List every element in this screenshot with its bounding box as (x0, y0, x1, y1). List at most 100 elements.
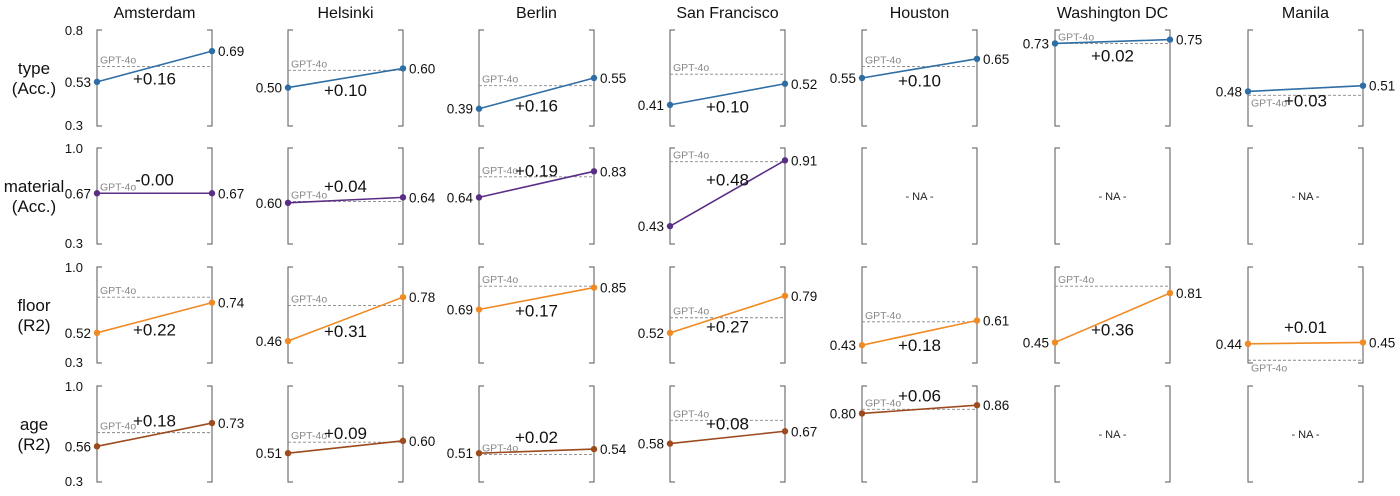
left-axis-floor-5 (1054, 266, 1060, 364)
left-axis-age-0 (96, 385, 102, 483)
right-axis-type-1 (398, 29, 404, 127)
end-point-floor-3 (781, 292, 789, 299)
series-line-floor-4 (861, 319, 978, 346)
y-tick-top-age: 1.0 (65, 379, 83, 394)
series-line-type-6 (1247, 84, 1364, 93)
right-axis-floor-5 (1165, 266, 1171, 364)
gpt4o-label-type-1: GPT-4o (291, 58, 327, 70)
right-axis-type-4 (972, 29, 978, 127)
start-value-label-age-2: 0.51 (447, 446, 473, 461)
start-value-label-type-3: 0.41 (638, 98, 664, 113)
delta-label-type-2: +0.16 (515, 96, 558, 115)
series-line-type-1 (287, 67, 404, 89)
start-point-type-4 (858, 74, 866, 82)
end-value-label-material-3: 0.91 (791, 153, 817, 168)
end-point-material-1 (399, 194, 407, 201)
start-point-type-3 (666, 101, 674, 109)
end-value-label-material-2: 0.83 (600, 164, 626, 179)
end-value-label-age-3: 0.67 (791, 424, 817, 439)
end-value-label-type-1: 0.60 (409, 61, 435, 76)
row-label-material: material (4, 177, 64, 196)
end-point-floor-6 (1359, 339, 1367, 346)
series-line-type-5 (1054, 38, 1171, 45)
city-header-berlin: Berlin (516, 5, 557, 22)
row-label-unit-material: (Acc.) (12, 197, 56, 216)
start-value-label-floor-0: 0.52 (65, 326, 91, 341)
start-point-floor-1 (284, 337, 292, 345)
right-axis-floor-1 (398, 266, 404, 364)
start-value-label-floor-3: 0.52 (638, 326, 664, 341)
end-value-label-floor-5: 0.81 (1176, 286, 1202, 301)
right-axis-floor-2 (589, 266, 595, 364)
start-value-label-material-0: 0.67 (65, 186, 91, 201)
right-axis-age-1 (398, 385, 404, 483)
left-axis-type-6 (1247, 29, 1253, 127)
start-point-floor-6 (1244, 340, 1252, 347)
end-point-age-0 (208, 419, 216, 427)
series-line-type-4 (861, 58, 978, 79)
end-value-label-floor-0: 0.74 (218, 296, 245, 311)
end-point-age-3 (781, 428, 789, 435)
end-point-type-2 (590, 74, 598, 82)
gpt4o-label-material-2: GPT-4o (482, 165, 518, 177)
start-point-floor-4 (858, 341, 866, 349)
left-axis-age-3 (669, 385, 675, 483)
series-line-type-2 (478, 77, 595, 110)
end-point-type-4 (973, 55, 981, 62)
delta-label-type-3: +0.10 (706, 97, 749, 116)
series-line-age-2 (478, 448, 595, 454)
delta-label-type-0: +0.16 (133, 69, 176, 88)
left-axis-floor-1 (287, 266, 293, 364)
left-axis-age-4 (861, 385, 867, 483)
end-point-floor-5 (1166, 289, 1174, 297)
start-point-floor-5 (1051, 339, 1059, 346)
start-point-type-2 (475, 105, 483, 112)
y-tick-top-type: 0.8 (65, 23, 83, 38)
end-point-floor-4 (973, 317, 981, 324)
start-point-material-1 (284, 199, 292, 207)
start-point-material-3 (666, 222, 674, 230)
start-point-age-3 (666, 440, 674, 447)
start-value-label-type-4: 0.55 (830, 71, 856, 86)
delta-label-age-0: +0.18 (133, 412, 176, 431)
start-value-label-age-0: 0.56 (65, 439, 91, 454)
start-value-label-type-0: 0.53 (65, 75, 91, 90)
series-line-age-0 (96, 422, 213, 448)
left-axis-type-0 (96, 29, 102, 127)
left-axis-type-3 (669, 29, 675, 127)
left-axis-material-1 (287, 147, 293, 245)
end-point-type-1 (399, 65, 407, 72)
gpt4o-label-floor-2: GPT-4o (482, 274, 518, 286)
right-axis-age-2 (589, 385, 595, 483)
delta-label-age-4: +0.06 (898, 386, 941, 405)
right-axis-material-5 (1165, 147, 1171, 245)
gpt4o-label-age-0: GPT-4o (100, 421, 136, 433)
right-axis-material-3 (780, 147, 786, 245)
left-axis-floor-6 (1247, 266, 1253, 364)
delta-label-type-5: +0.02 (1091, 47, 1134, 66)
delta-label-age-1: +0.09 (324, 424, 367, 443)
start-point-type-5 (1051, 40, 1059, 47)
city-header-manila: Manila (1282, 5, 1329, 22)
start-value-label-age-1: 0.51 (256, 446, 282, 461)
na-label-age-5: - NA - (1098, 429, 1126, 441)
right-axis-type-6 (1358, 29, 1364, 127)
end-value-label-type-2: 0.55 (600, 71, 626, 86)
start-value-label-age-3: 0.58 (638, 437, 664, 452)
end-value-label-type-0: 0.69 (218, 44, 244, 59)
gpt4o-label-material-0: GPT-4o (100, 181, 136, 193)
end-value-label-floor-4: 0.61 (983, 313, 1009, 328)
start-point-age-0 (93, 443, 101, 450)
delta-label-material-0: -0.00 (135, 170, 174, 189)
start-value-label-type-2: 0.39 (447, 102, 473, 117)
city-header-amsterdam: Amsterdam (114, 5, 196, 22)
city-header-san-francisco: San Francisco (676, 5, 778, 22)
right-axis-floor-3 (780, 266, 786, 364)
left-axis-age-6 (1247, 385, 1253, 483)
gpt4o-label-age-3: GPT-4o (673, 408, 709, 420)
left-axis-floor-0 (96, 266, 102, 364)
series-line-type-0 (96, 50, 213, 83)
delta-label-material-2: +0.19 (515, 161, 558, 180)
right-axis-material-6 (1358, 147, 1364, 245)
